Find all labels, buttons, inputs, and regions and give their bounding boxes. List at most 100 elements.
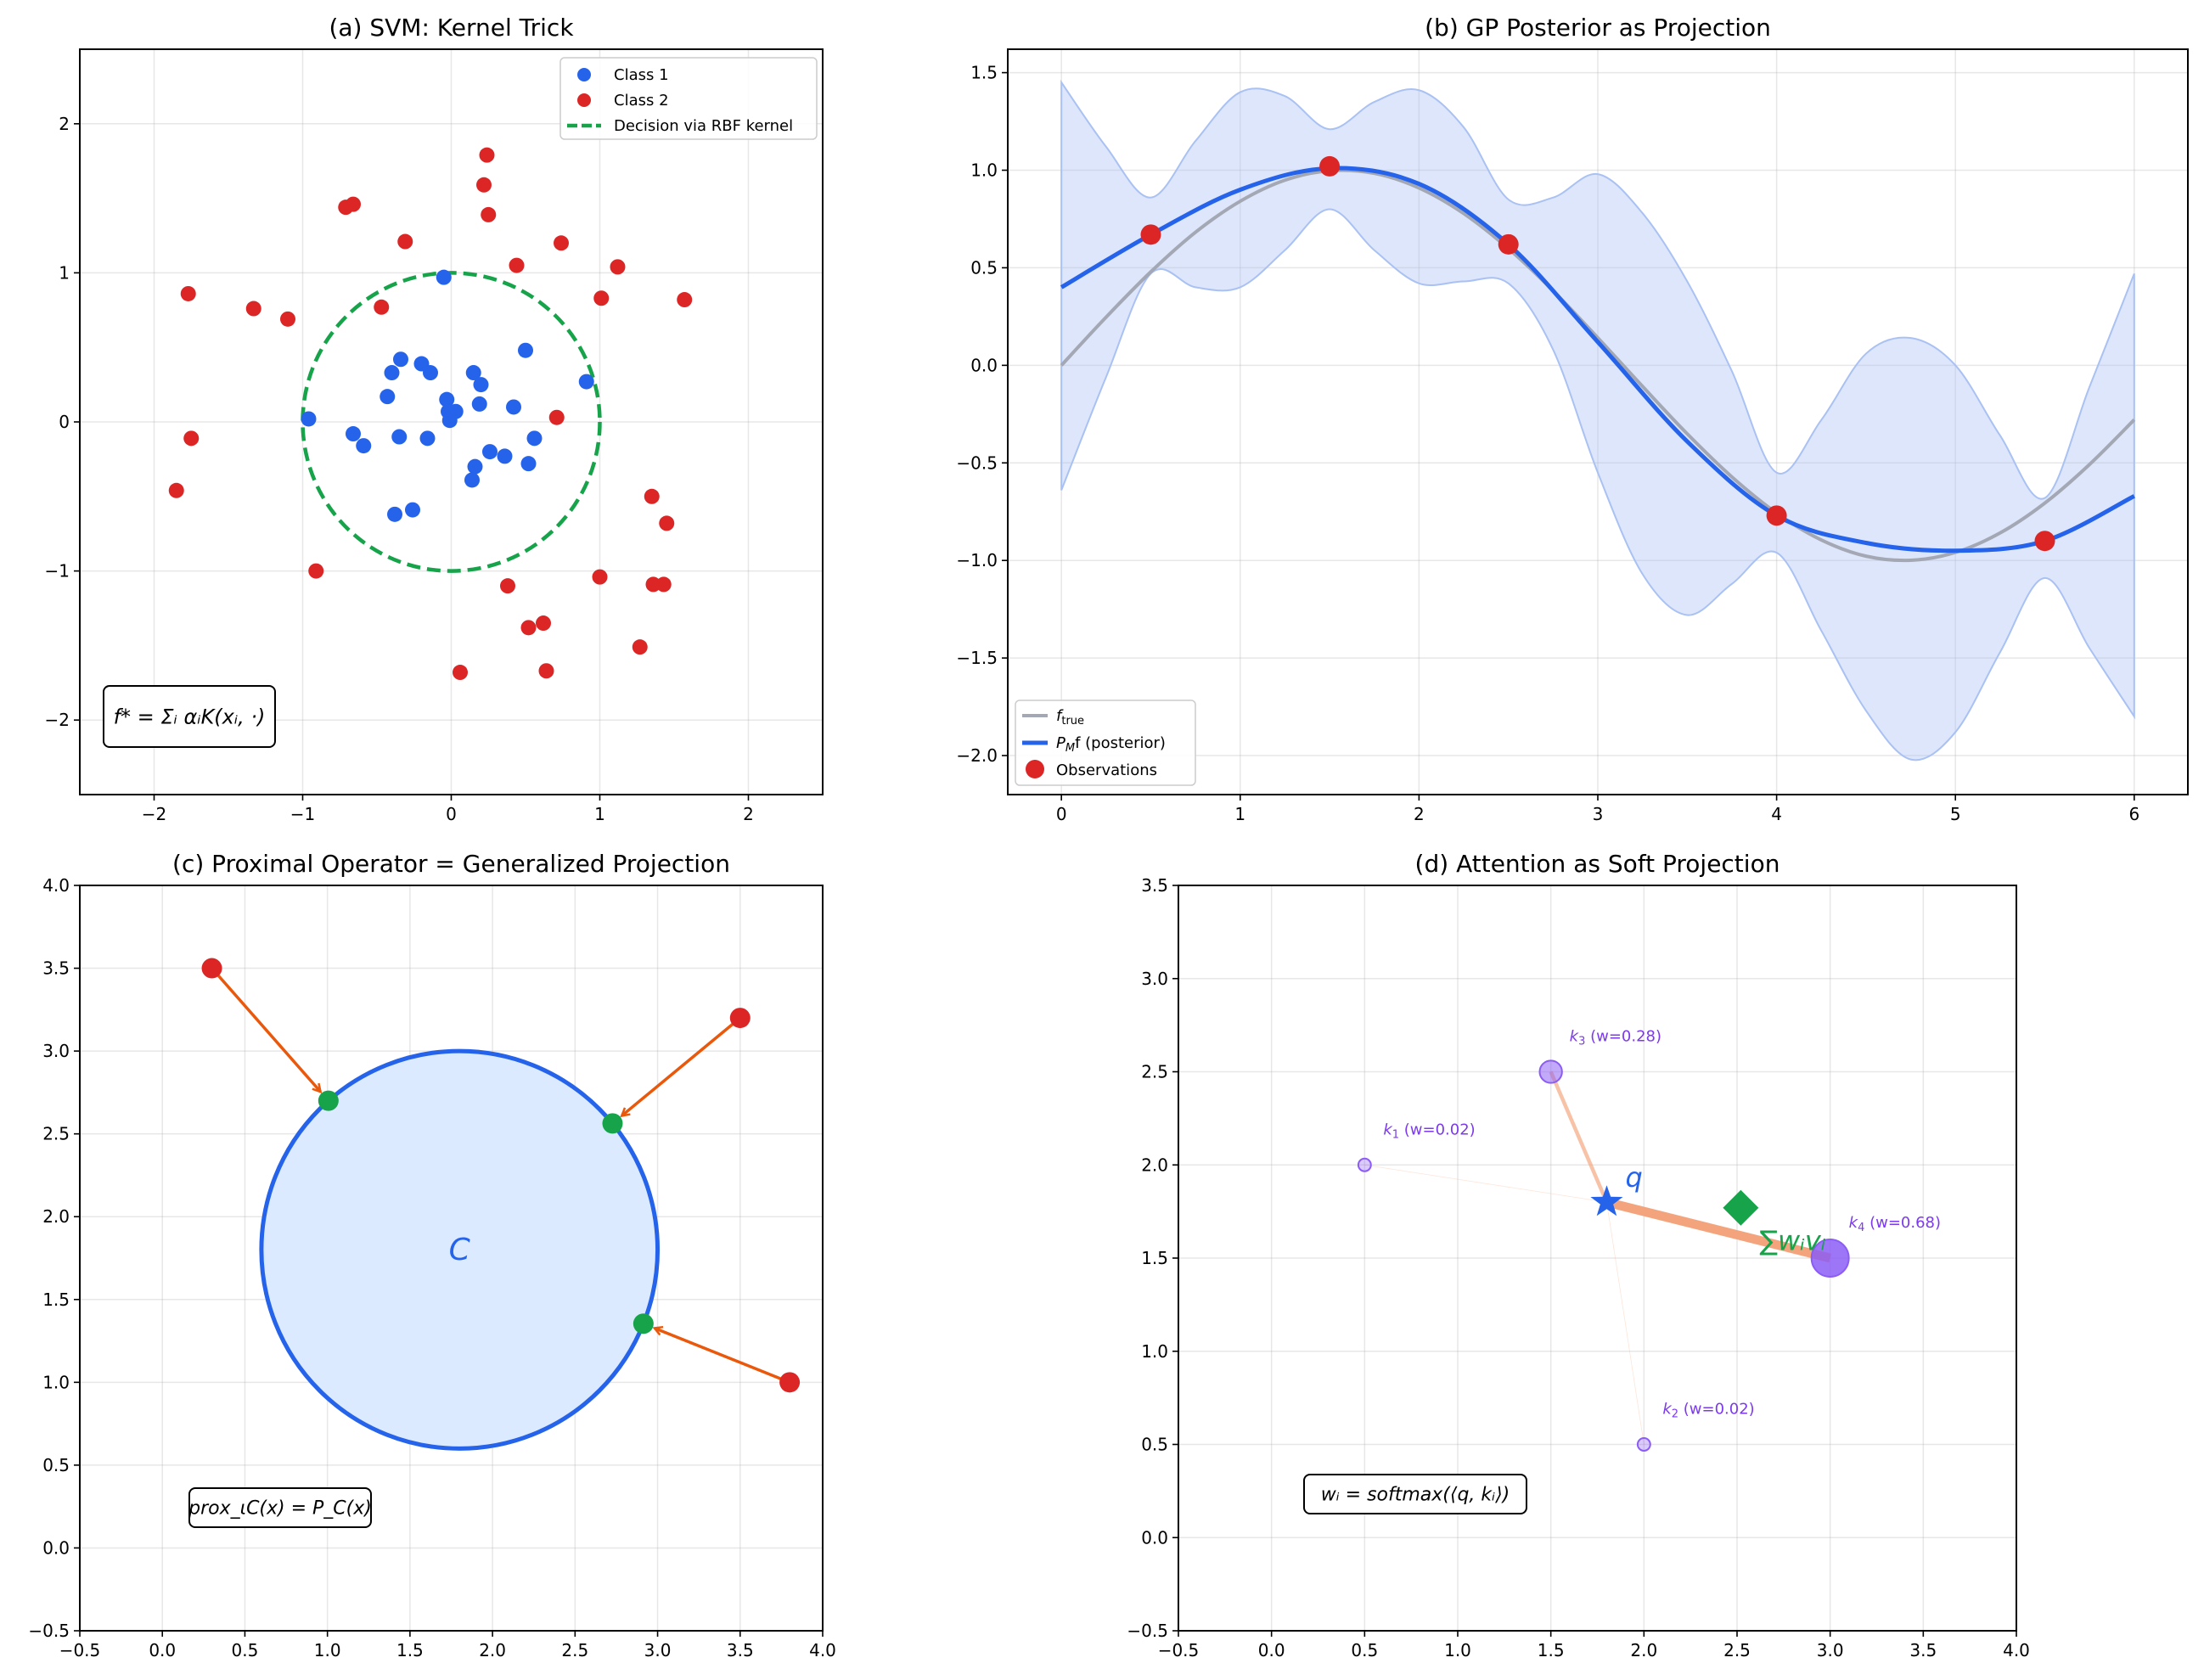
- key-label-main: k: [1662, 1401, 1673, 1419]
- query-star: [1590, 1185, 1623, 1216]
- key-label-main: k: [1570, 1028, 1580, 1046]
- y-tick-label: 2.5: [42, 1124, 70, 1144]
- class-2-point: [183, 430, 200, 447]
- x-tick-label: 2.5: [561, 1640, 588, 1660]
- class-2-point: [453, 665, 468, 681]
- axes-frame: [1007, 48, 2189, 795]
- projected-point: [633, 1313, 654, 1334]
- class-2-point: [655, 576, 672, 593]
- class-2-point: [536, 615, 551, 632]
- legend: Class 1 Class 2 Decision via RBF kernel: [559, 57, 818, 140]
- y-tick-label: −0.5: [1127, 1621, 1168, 1641]
- x-tick-label: 0.5: [232, 1640, 259, 1660]
- class-1-point: [387, 506, 402, 522]
- x-tick-label: −0.5: [1158, 1640, 1200, 1660]
- y-tick-label: 0.5: [42, 1455, 70, 1475]
- class-2-point: [280, 311, 295, 327]
- y-tick-label: 0: [59, 412, 70, 432]
- plot-area: f* = Σᵢ αᵢK(xᵢ, ·): [103, 147, 693, 748]
- projection-arrow: [621, 1016, 741, 1115]
- class-2-point: [509, 257, 525, 273]
- class-1-point: [506, 399, 521, 415]
- x-tick-label: 2.0: [1630, 1640, 1657, 1660]
- projection-arrow: [211, 967, 321, 1093]
- annotation-box: prox_ιC(x) = P_C(x): [188, 1487, 372, 1528]
- class-1-point: [482, 444, 498, 460]
- key-label: k4 (w=0.68): [1849, 1214, 1941, 1234]
- class-1-point: [464, 472, 480, 488]
- legend-marker: [577, 93, 591, 107]
- y-tick-label: 1.5: [42, 1289, 70, 1310]
- annotation-text: f* = Σᵢ αᵢK(xᵢ, ·): [114, 705, 266, 728]
- class-2-point: [308, 563, 324, 579]
- class-1-point: [497, 448, 513, 464]
- key-label-index: 2: [1672, 1408, 1678, 1421]
- chart-title: (d) Attention as Soft Projection: [1415, 850, 1780, 878]
- class-2-point: [659, 515, 675, 531]
- class-1-point: [356, 438, 372, 454]
- class-1-point: [393, 351, 408, 368]
- y-tick-label: −1.0: [956, 550, 998, 570]
- y-tick-label: 0.0: [1141, 1527, 1168, 1548]
- panel-a: (a) SVM: Kernel Trick −2 −1 0 1 2 −2 −1 0 1 2 f* = …: [45, 14, 824, 824]
- key-label-index: 4: [1858, 1222, 1864, 1234]
- output-diamond: [1723, 1189, 1759, 1226]
- key-label-index: 1: [1392, 1128, 1399, 1141]
- decision-boundary: [301, 271, 602, 573]
- key-point: [1538, 1059, 1563, 1084]
- annotation-frame: [188, 1487, 372, 1528]
- x-tick-label: 1.5: [1538, 1640, 1565, 1660]
- class-2-point: [500, 578, 515, 594]
- y-tick-label: 1.0: [42, 1372, 70, 1392]
- class-2-point: [374, 299, 390, 315]
- observation-point: [1140, 224, 1161, 245]
- key-label: k3 (w=0.28): [1570, 1028, 1661, 1048]
- chart-title: (c) Proximal Operator = Generalized Proj…: [172, 850, 730, 878]
- legend-label-sub: true: [1061, 715, 1084, 728]
- attention-line: [1549, 1070, 1609, 1204]
- x-tick-label: 4.0: [2003, 1640, 2030, 1660]
- key-label: k1 (w=0.02): [1383, 1121, 1475, 1141]
- y-tick-label: 3.0: [1141, 969, 1168, 989]
- legend-label: ftrue: [1056, 707, 1084, 728]
- key-label-index: 3: [1578, 1036, 1585, 1048]
- annotation-frame: [1303, 1474, 1527, 1514]
- observation-point: [1498, 233, 1519, 255]
- y-tick-label: 2.0: [42, 1206, 70, 1227]
- key-label: k2 (w=0.02): [1662, 1401, 1754, 1421]
- x-tick-label: 4: [1771, 804, 1782, 824]
- y-tick-label: 3.5: [1141, 875, 1168, 896]
- class-2-point: [520, 620, 537, 636]
- class-1-point: [578, 374, 594, 390]
- class-2-point: [481, 206, 497, 222]
- y-tick-label: 0.5: [1141, 1435, 1168, 1455]
- set-label: C: [449, 1233, 471, 1267]
- y-tick-label: 2.0: [1141, 1155, 1168, 1175]
- class-1-point: [518, 342, 533, 358]
- x-tick-label: −1: [290, 804, 315, 824]
- class-1-point: [471, 396, 487, 412]
- legend-label: Decision via RBF kernel: [614, 117, 793, 135]
- y-tick-label: −0.5: [956, 452, 998, 473]
- class-2-point: [677, 292, 693, 308]
- legend-marker: [1026, 760, 1044, 778]
- x-tick-label: 3.0: [644, 1640, 672, 1660]
- y-tick-label: 1.5: [1141, 1248, 1168, 1268]
- legend-label: Class 1: [614, 66, 669, 84]
- class-2-point: [632, 639, 648, 655]
- x-tick-label: 2.5: [1723, 1640, 1751, 1660]
- class-2-point: [593, 290, 610, 306]
- x-tick-label: −0.5: [59, 1640, 101, 1660]
- class-1-point: [436, 269, 452, 285]
- class-1-point: [439, 391, 455, 407]
- attention-line: [1606, 1202, 1645, 1445]
- y-tick-label: 2.5: [1141, 1062, 1168, 1082]
- class-1-point: [419, 430, 436, 447]
- observation-point: [2034, 531, 2055, 552]
- observation-point: [1766, 505, 1787, 526]
- x-tick-label: 4.0: [809, 1640, 836, 1660]
- y-tick-label: −1.5: [956, 648, 998, 668]
- axes-frame: [79, 48, 824, 795]
- projected-point: [602, 1113, 623, 1134]
- attention-line: [1364, 1164, 1607, 1203]
